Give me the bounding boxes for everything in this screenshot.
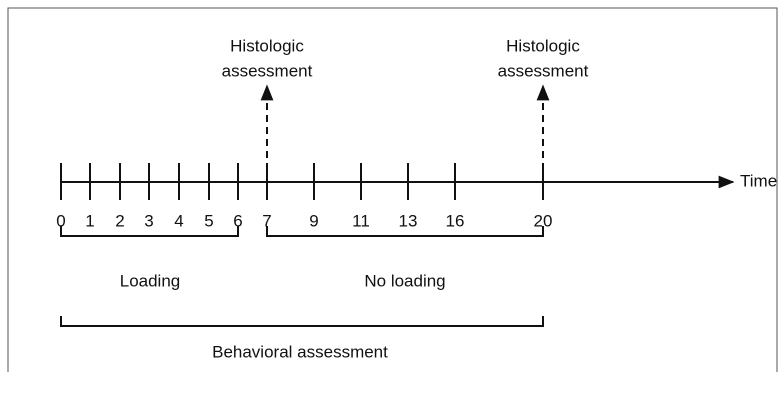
period-label: No loading xyxy=(364,271,445,290)
tick-label: 3 xyxy=(144,211,153,230)
annotation-line: assessment xyxy=(498,61,589,80)
annotation-line: Histologic xyxy=(230,36,304,55)
tick-label: 4 xyxy=(174,211,183,230)
annotation-line: Histologic xyxy=(506,36,580,55)
tick-label: 5 xyxy=(204,211,213,230)
tick-label: 1 xyxy=(85,211,94,230)
tick-label: 2 xyxy=(115,211,124,230)
no-loading-bracket xyxy=(266,226,544,237)
period-label: Loading xyxy=(120,271,181,290)
tick-label: 9 xyxy=(309,211,318,230)
behavioral-bracket xyxy=(60,316,544,327)
axis-label: Time (d) xyxy=(740,171,779,190)
tick-label: 6 xyxy=(233,211,242,230)
tick-label: 7 xyxy=(262,211,271,230)
loading-bracket xyxy=(60,226,239,237)
tick-label: 0 xyxy=(56,211,65,230)
frame xyxy=(7,7,778,372)
tick-label: 16 xyxy=(446,211,465,230)
tick-label: 13 xyxy=(399,211,418,230)
annotation-line: assessment xyxy=(222,61,313,80)
period-label: Behavioral assessment xyxy=(212,342,388,361)
tick-label: 11 xyxy=(352,211,370,230)
tick-label: 20 xyxy=(534,211,553,230)
